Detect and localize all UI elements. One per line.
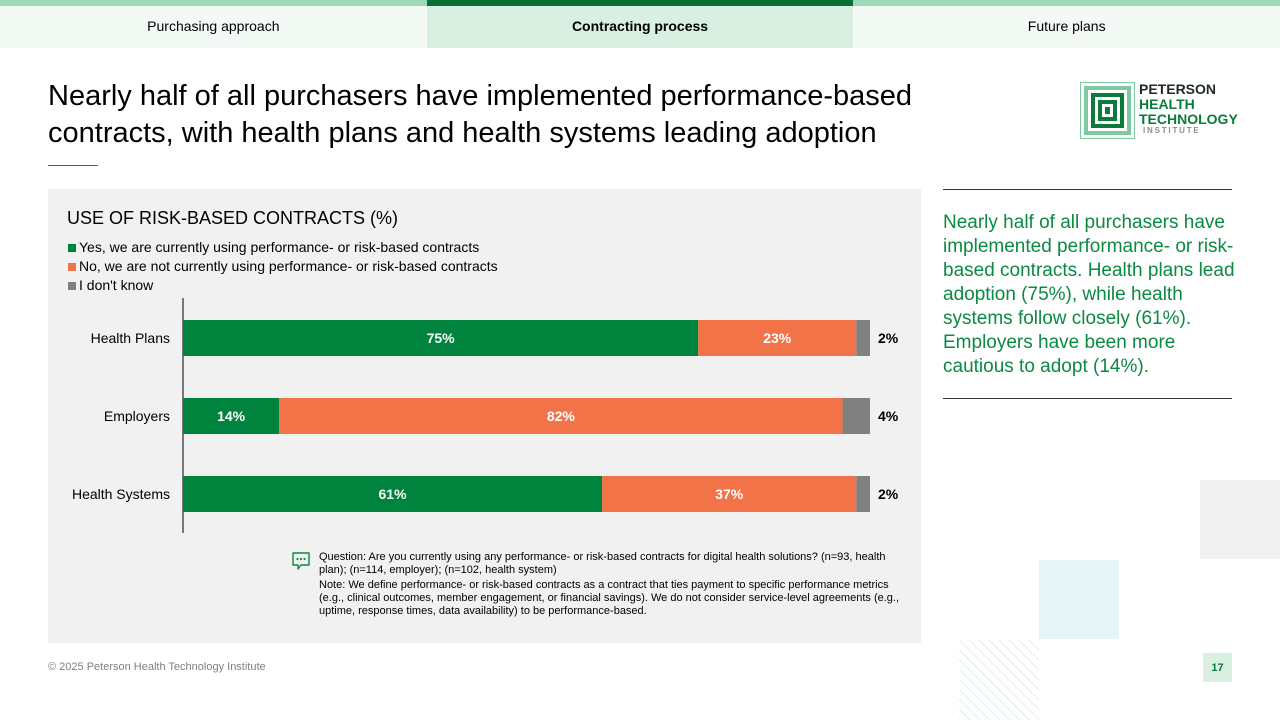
page-number: 17 [1203, 653, 1232, 682]
legend-label-no: No, we are not currently using performan… [79, 258, 498, 274]
legend-swatch-dont-know [68, 281, 76, 290]
bar-segment [183, 476, 603, 512]
logo-mark-icon [1080, 82, 1135, 139]
section-tabs: Purchasing approach Contracting process … [0, 0, 1280, 48]
page-title: Nearly half of all purchasers have imple… [48, 80, 912, 149]
data-label: 37% [715, 486, 744, 502]
legend-label-dont-know: I don't know [79, 277, 154, 293]
tab-future-plans[interactable]: Future plans [853, 0, 1280, 48]
footer-copyright: © 2025 Peterson Health Technology Instit… [48, 661, 266, 673]
logo-text-peterson: PETERSON [1139, 81, 1217, 97]
data-label: 2% [878, 486, 899, 502]
decor-teal-block [1039, 560, 1119, 639]
category-label: Health Plans [91, 330, 170, 346]
legend-label-yes: Yes, we are currently using performance-… [79, 239, 480, 255]
bar-segment [698, 320, 857, 356]
data-label: 2% [878, 330, 899, 346]
legend-swatch-no [68, 262, 76, 271]
bar-segment [842, 398, 870, 434]
bar-segment [602, 476, 857, 512]
bar-segment [856, 476, 870, 512]
data-label: 4% [878, 408, 899, 424]
tab-purchasing-approach[interactable]: Purchasing approach [0, 0, 427, 48]
chat-bubble-icon [292, 552, 310, 570]
logo-text-technology: TECHNOLOGY [1139, 111, 1238, 127]
bar-segment [183, 320, 699, 356]
chart-legend: Yes, we are currently using performance-… [68, 238, 498, 295]
question-text: Question: Are you currently using any pe… [319, 551, 886, 576]
data-label: 14% [217, 408, 246, 424]
data-label: 23% [763, 330, 792, 346]
definition-text: Note: We define performance- or risk-bas… [319, 579, 900, 617]
title-underline [48, 165, 98, 166]
data-label: 82% [547, 408, 576, 424]
decor-hatched-block [959, 640, 1039, 720]
tab-contracting-process[interactable]: Contracting process [426, 0, 854, 48]
sidebar-rule-top [943, 189, 1232, 190]
stacked-bar-chart: Health Plans 75% 23% 2% Employers 14% 82% 4% Hea… [72, 298, 899, 533]
data-label: 75% [427, 330, 456, 346]
category-label: Employers [104, 408, 170, 424]
sidebar-rule-bottom [943, 398, 1232, 399]
legend-item-dont-know: I don't know [68, 276, 498, 295]
sidebar-summary: Nearly half of all purchasers have imple… [943, 212, 1235, 377]
category-label: Health Systems [72, 486, 170, 502]
legend-item-no: No, we are not currently using performan… [68, 257, 498, 276]
logo-text-health: HEALTH [1139, 96, 1195, 112]
bar-segment [856, 320, 870, 356]
logo-text-institute: INSTITUTE [1143, 126, 1201, 135]
decor-gray-block [1200, 480, 1280, 559]
chart-title: USE OF RISK-BASED CONTRACTS (%) [67, 208, 399, 228]
bar-segment [183, 398, 280, 434]
logo: PETERSON HEALTH TECHNOLOGY INSTITUTE [1080, 81, 1238, 140]
legend-swatch-yes [68, 243, 76, 252]
data-label: 61% [379, 486, 408, 502]
bar-segment [279, 398, 843, 434]
legend-item-yes: Yes, we are currently using performance-… [68, 238, 498, 257]
chart-panel: USE OF RISK-BASED CONTRACTS (%) Yes, we … [48, 189, 921, 643]
